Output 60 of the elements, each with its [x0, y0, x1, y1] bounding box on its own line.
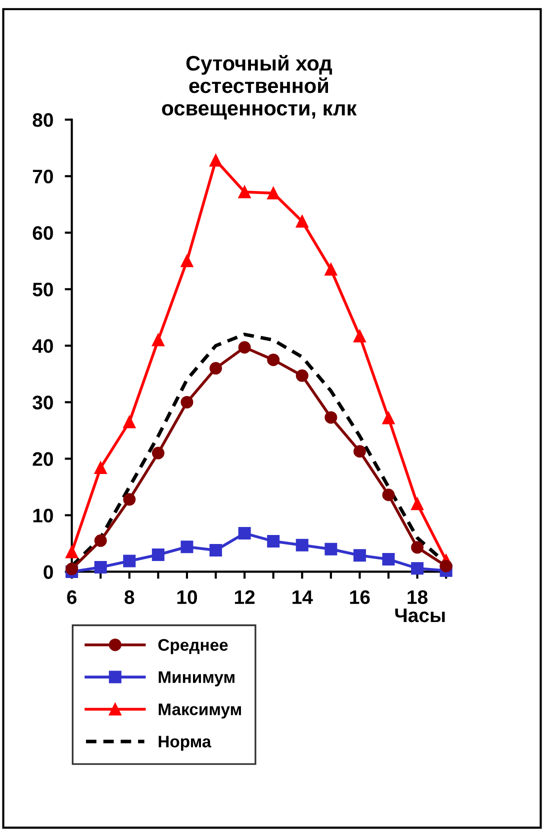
point: [296, 538, 308, 552]
y-tick-label: 40: [32, 339, 53, 353]
legend-label: Среднее: [158, 639, 228, 654]
x-tick-label: 8: [124, 590, 134, 604]
point: [210, 154, 222, 167]
point: [353, 549, 366, 562]
point: [324, 542, 338, 556]
point: [411, 562, 424, 575]
y-tick-label: 80: [32, 113, 53, 127]
x-tick-label: 18: [408, 590, 428, 604]
point: [382, 553, 395, 566]
point: [324, 411, 338, 424]
point: [296, 215, 308, 228]
point: [353, 330, 366, 342]
point: [94, 534, 107, 547]
point: [180, 396, 194, 408]
point: [440, 560, 452, 572]
x-tick-label: 14: [292, 590, 313, 604]
point: [123, 554, 136, 568]
point: [353, 445, 366, 458]
point: [210, 362, 222, 375]
point: [324, 263, 338, 276]
point: [152, 334, 164, 346]
point: [66, 546, 78, 558]
point: [296, 369, 308, 382]
y-tick-label: 20: [32, 452, 53, 466]
point: [123, 416, 136, 428]
point: [411, 541, 424, 554]
y-tick-label: 10: [33, 508, 53, 522]
point: [180, 254, 194, 268]
point: [267, 534, 280, 548]
legend-label: Норма: [158, 736, 212, 751]
point: [94, 462, 107, 474]
point: [152, 446, 164, 460]
point: [382, 488, 395, 502]
point: [238, 341, 251, 354]
point: [94, 560, 107, 574]
point: [238, 527, 251, 540]
legend-label: Максимум: [158, 704, 241, 719]
point: [210, 544, 222, 557]
point: [411, 498, 424, 510]
point: [180, 540, 194, 554]
point: [152, 548, 164, 562]
y-tick-label: 30: [32, 396, 53, 410]
y-tick-label: 60: [32, 226, 53, 240]
y-tick-label: 70: [32, 170, 53, 184]
x-axis-title: Часы: [395, 608, 445, 622]
y-tick-label: 0: [44, 565, 53, 579]
x-tick-label: 6: [67, 590, 77, 604]
x-tick-label: 12: [234, 590, 255, 604]
y-tick-label: 50: [32, 282, 53, 296]
point: [267, 354, 280, 366]
point: [382, 412, 395, 424]
point: [267, 186, 280, 200]
x-tick-label: 16: [350, 590, 370, 604]
x-tick-label: 10: [177, 590, 197, 604]
point: [123, 493, 136, 506]
point: [238, 186, 251, 198]
legend-label: Минимум: [158, 671, 234, 686]
chart-title: Суточный ход естественной освещенности, клк: [162, 54, 357, 120]
